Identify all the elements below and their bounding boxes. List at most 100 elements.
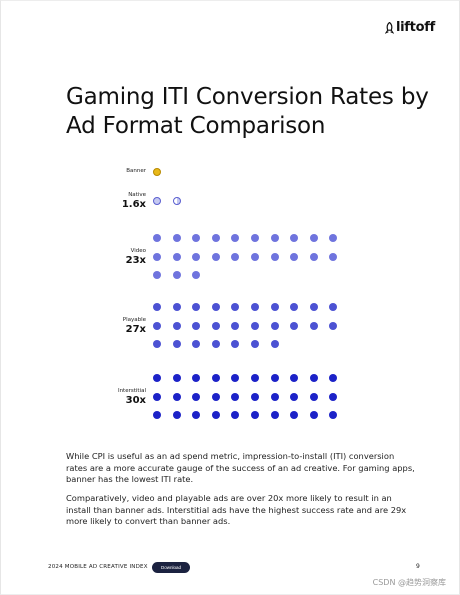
interstitial-dot xyxy=(270,411,279,420)
body-paragraph-1: While CPI is useful as an ad spend metri… xyxy=(66,451,415,484)
video-dot xyxy=(192,271,201,280)
playable-label: Playable xyxy=(122,316,146,323)
page-title: Gaming ITI Conversion Rates by Ad Format… xyxy=(66,84,429,140)
playable-multiplier: 27x xyxy=(125,323,146,335)
video-dot xyxy=(172,271,181,280)
playable-dot xyxy=(290,303,299,311)
download-button[interactable]: Download xyxy=(152,562,190,573)
playable-dot xyxy=(309,303,318,311)
banner-label: Banner xyxy=(126,168,146,174)
interstitial-dot xyxy=(290,411,299,420)
page-number: 9 xyxy=(416,563,420,570)
playable-dot xyxy=(153,303,161,311)
interstitial-dot xyxy=(309,392,318,401)
native-multiplier: 1.6x xyxy=(121,199,146,210)
video-dot xyxy=(153,271,161,280)
interstitial-dot xyxy=(290,392,299,401)
interstitial-dot xyxy=(172,411,181,420)
interstitial-dot xyxy=(251,411,259,420)
interstitial-dot xyxy=(153,374,161,382)
interstitial-dot xyxy=(211,392,220,401)
video-dot xyxy=(172,234,181,242)
video-dot xyxy=(270,234,279,242)
interstitial-dot xyxy=(192,392,201,401)
playable-dot xyxy=(172,321,181,330)
interstitial-dot xyxy=(172,374,181,382)
interstitial-label: Interstitial xyxy=(117,387,146,394)
rocket-icon xyxy=(385,21,394,34)
playable-dot xyxy=(231,321,240,330)
banner-dot xyxy=(153,168,161,176)
interstitial-dot xyxy=(192,411,201,420)
video-dot xyxy=(270,252,279,261)
interstitial-dot xyxy=(290,374,299,382)
native-dot xyxy=(153,197,161,205)
playable-dot xyxy=(251,340,259,349)
interstitial-multiplier: 30x xyxy=(125,394,146,406)
native-dot xyxy=(172,197,181,205)
video-dot xyxy=(290,252,299,261)
playable-dot xyxy=(153,340,161,349)
interstitial-dot xyxy=(231,392,240,401)
interstitial-dot xyxy=(153,392,161,401)
csdn-watermark: CSDN @趋势洞察库 xyxy=(372,578,446,587)
video-dot xyxy=(309,234,318,242)
brand-name: liftoff xyxy=(396,20,435,35)
playable-dot xyxy=(270,340,279,349)
video-dot xyxy=(231,234,240,242)
playable-dot xyxy=(251,321,259,330)
interstitial-dot xyxy=(329,411,338,420)
playable-dot xyxy=(231,303,240,311)
video-dot xyxy=(251,234,259,242)
playable-dot xyxy=(270,321,279,330)
interstitial-dot xyxy=(153,411,161,420)
liftoff-logo: liftoff xyxy=(385,20,435,35)
interstitial-dot xyxy=(329,374,338,382)
video-dot xyxy=(153,252,161,261)
video-dot xyxy=(251,252,259,261)
iti-dot-chart: Banner Native 1.6x Video 23x Playable 27x Inter… xyxy=(0,160,460,440)
video-dot xyxy=(192,252,201,261)
playable-dot xyxy=(290,321,299,330)
video-dot xyxy=(309,252,318,261)
playable-dot xyxy=(329,321,338,330)
video-dot xyxy=(211,234,220,242)
playable-dot xyxy=(211,340,220,349)
body-paragraph-2: Comparatively, video and playable ads ar… xyxy=(66,493,407,526)
playable-dot xyxy=(153,321,161,330)
interstitial-dot xyxy=(251,392,259,401)
playable-dot xyxy=(172,340,181,349)
interstitial-dot xyxy=(211,411,220,420)
interstitial-dot xyxy=(270,392,279,401)
video-label: Video xyxy=(130,247,146,254)
video-dot xyxy=(231,252,240,261)
video-dot xyxy=(211,252,220,261)
video-dot xyxy=(290,234,299,242)
report-name: 2024 MOBILE AD CREATIVE INDEX xyxy=(48,564,148,570)
playable-dot xyxy=(211,321,220,330)
interstitial-dot xyxy=(329,392,338,401)
playable-dot xyxy=(270,303,279,311)
interstitial-dot xyxy=(172,392,181,401)
interstitial-dot xyxy=(270,374,279,382)
playable-dot xyxy=(231,340,240,349)
playable-dot xyxy=(192,303,201,311)
playable-dot xyxy=(251,303,259,311)
video-dot xyxy=(153,234,161,242)
playable-dot xyxy=(309,321,318,330)
video-multiplier: 23x xyxy=(125,254,146,266)
interstitial-dot xyxy=(211,374,220,382)
interstitial-dot xyxy=(231,411,240,420)
native-label: Native xyxy=(128,192,146,198)
video-dot xyxy=(172,252,181,261)
interstitial-dot xyxy=(192,374,201,382)
interstitial-dot xyxy=(309,374,318,382)
video-dot xyxy=(329,252,338,261)
playable-dot xyxy=(211,303,220,311)
playable-dot xyxy=(329,303,338,311)
video-dot xyxy=(192,234,201,242)
playable-dot xyxy=(192,321,201,330)
playable-dot xyxy=(192,340,201,349)
playable-dot xyxy=(172,303,181,311)
interstitial-dot xyxy=(251,374,259,382)
